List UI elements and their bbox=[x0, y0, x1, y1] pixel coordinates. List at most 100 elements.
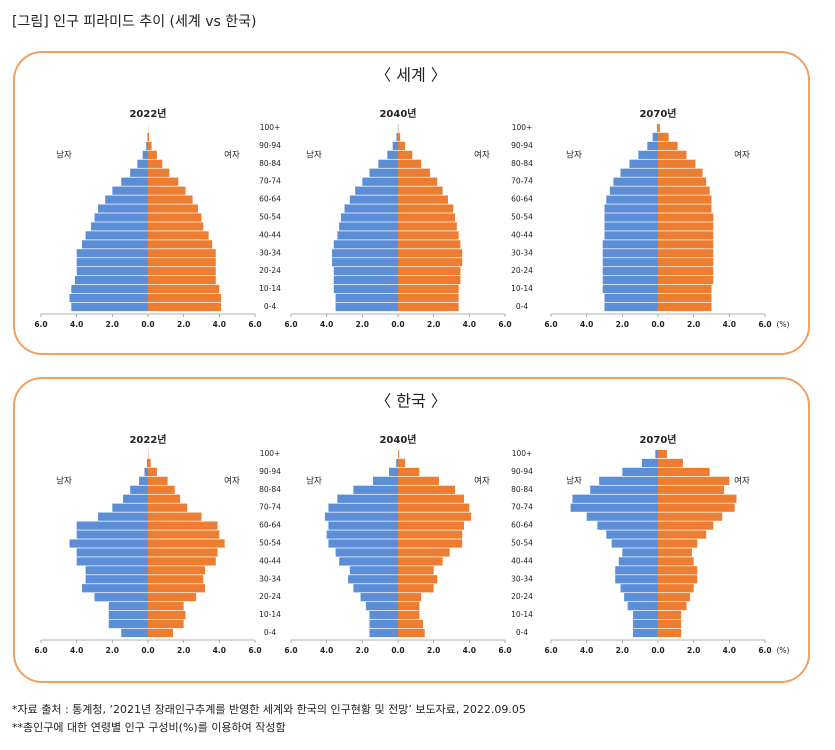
bar bbox=[109, 620, 148, 628]
bar bbox=[71, 303, 148, 311]
bar bbox=[82, 240, 148, 248]
bar bbox=[658, 249, 713, 257]
bar bbox=[396, 459, 398, 467]
bar bbox=[98, 513, 148, 521]
bar bbox=[658, 495, 736, 503]
legend-label: 여자 bbox=[224, 476, 240, 487]
bar bbox=[148, 240, 212, 248]
bar bbox=[398, 593, 421, 601]
legend-label: 남자 bbox=[306, 151, 322, 161]
bar bbox=[605, 213, 659, 221]
x-tick-label: 6.0 bbox=[758, 646, 771, 655]
bar bbox=[603, 285, 658, 293]
age-label: 50-54 bbox=[511, 539, 533, 548]
bar bbox=[130, 486, 148, 494]
bar bbox=[148, 204, 198, 212]
bar bbox=[590, 486, 658, 494]
bar bbox=[658, 468, 710, 476]
bar bbox=[658, 285, 712, 293]
age-label: 0-4 bbox=[516, 302, 528, 311]
bar bbox=[398, 477, 439, 485]
bar bbox=[355, 187, 398, 195]
bar bbox=[332, 249, 398, 257]
x-tick-label: 0.0 bbox=[391, 320, 404, 329]
bar bbox=[606, 530, 658, 538]
bar bbox=[393, 142, 398, 150]
bar bbox=[658, 629, 681, 637]
bar bbox=[77, 258, 148, 266]
bar bbox=[658, 187, 710, 195]
bar bbox=[148, 160, 162, 168]
bar bbox=[112, 504, 148, 512]
bar bbox=[148, 521, 218, 529]
bar bbox=[587, 513, 658, 521]
bar bbox=[148, 231, 209, 239]
x-tick-label: 2.0 bbox=[106, 646, 119, 655]
bar bbox=[387, 151, 398, 159]
bar bbox=[398, 187, 443, 195]
bar bbox=[658, 276, 713, 284]
bar bbox=[121, 178, 148, 186]
chart-title: 2070년 bbox=[639, 433, 676, 446]
bar bbox=[605, 303, 659, 311]
x-tick-label: 4.0 bbox=[463, 646, 476, 655]
bar bbox=[148, 611, 185, 619]
bar bbox=[398, 450, 399, 458]
bar bbox=[398, 294, 459, 302]
age-label: 20-24 bbox=[511, 592, 533, 601]
bar bbox=[603, 249, 658, 257]
bar bbox=[350, 195, 398, 203]
bar bbox=[148, 539, 225, 547]
bar bbox=[642, 459, 658, 467]
x-tick-label: 6.0 bbox=[248, 646, 261, 655]
bar bbox=[658, 133, 669, 141]
bar bbox=[86, 566, 148, 574]
bar bbox=[148, 477, 168, 485]
bar bbox=[373, 477, 398, 485]
bar bbox=[366, 602, 398, 610]
bar bbox=[148, 151, 157, 159]
x-tick-label: 6.0 bbox=[758, 320, 771, 329]
age-label: 100+ bbox=[512, 123, 533, 132]
age-label: 20-24 bbox=[511, 266, 533, 275]
bar bbox=[148, 133, 149, 141]
x-tick-label: 4.0 bbox=[580, 646, 593, 655]
bar bbox=[336, 294, 398, 302]
bar bbox=[571, 504, 658, 512]
bar bbox=[328, 504, 398, 512]
bar bbox=[398, 486, 455, 494]
bar bbox=[398, 530, 462, 538]
legend-label: 남자 bbox=[56, 477, 72, 487]
bar bbox=[369, 169, 398, 177]
age-label: 40-44 bbox=[511, 556, 533, 565]
x-tick-label: 0.0 bbox=[141, 320, 154, 329]
note: **총인구에 대한 연령별 인구 구성비(%)를 이용하여 작성함 bbox=[12, 720, 286, 734]
x-tick-label: 6.0 bbox=[498, 646, 511, 655]
age-label: 70-74 bbox=[511, 503, 533, 512]
x-tick-label: 2.0 bbox=[427, 646, 440, 655]
bar bbox=[123, 495, 148, 503]
bar bbox=[398, 231, 459, 239]
panel-heading: 〈 한국 〉 bbox=[375, 392, 447, 411]
bar bbox=[599, 477, 658, 485]
bar bbox=[362, 178, 398, 186]
bar bbox=[146, 142, 148, 150]
bar bbox=[328, 539, 398, 547]
age-label: 90-94 bbox=[259, 467, 281, 476]
legend-label: 남자 bbox=[306, 477, 322, 487]
chart-title: 2022년 bbox=[129, 433, 166, 446]
bar bbox=[336, 303, 398, 311]
bar bbox=[148, 276, 216, 284]
bar bbox=[148, 557, 216, 565]
bar bbox=[398, 459, 405, 467]
bar bbox=[148, 548, 218, 556]
bar bbox=[148, 178, 178, 186]
bar bbox=[658, 450, 667, 458]
age-label: 80-84 bbox=[259, 485, 281, 494]
bar bbox=[148, 195, 193, 203]
bar bbox=[605, 222, 659, 230]
age-label: 60-64 bbox=[259, 195, 281, 204]
bar bbox=[77, 521, 148, 529]
bar bbox=[398, 584, 434, 592]
bar bbox=[337, 495, 398, 503]
